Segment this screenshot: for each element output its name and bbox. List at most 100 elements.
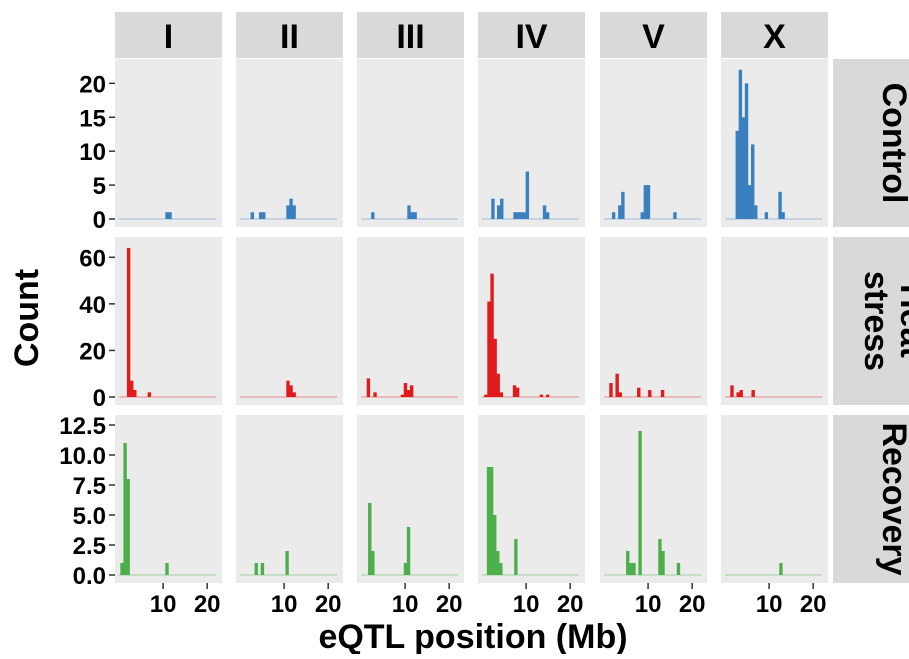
strip-label-II: II [280, 18, 299, 56]
x-tick-label: 20 [315, 591, 342, 618]
y-tick-label: 15 [79, 105, 106, 132]
y-tick-label: 10 [79, 139, 106, 166]
histogram-bar [519, 212, 523, 219]
histogram-bar [406, 390, 411, 397]
strip-bg-X [721, 12, 828, 58]
histogram-bar [484, 394, 488, 397]
histogram-bar [250, 212, 254, 219]
y-tick-label: 10.0 [59, 443, 106, 470]
histogram-bar [123, 443, 127, 575]
histogram-bar [751, 144, 755, 219]
histogram-bar [736, 392, 740, 397]
histogram-bar [496, 373, 500, 397]
histogram-bar [730, 385, 734, 397]
y-tick-label: 0.0 [73, 563, 106, 590]
histogram-bar [400, 394, 405, 397]
histogram-bar [292, 392, 296, 397]
histogram-bar [615, 373, 619, 397]
x-axis-title: eQTL position (Mb) [318, 618, 627, 654]
histogram-bar [629, 563, 633, 575]
strip-label-IV: IV [515, 18, 547, 56]
histogram-bar [499, 563, 503, 575]
histogram-bar [545, 394, 550, 397]
histogram-bar [493, 338, 497, 397]
row-strip-label-heat-stress: stress [857, 271, 895, 371]
y-tick-label: 20 [79, 71, 106, 98]
x-tick-label: 20 [194, 591, 221, 618]
panel-bg-recovery-X [721, 415, 828, 583]
histogram-bar [286, 205, 290, 219]
histogram-bar [407, 205, 411, 219]
histogram-bar [409, 385, 414, 397]
histogram-bar [410, 212, 414, 219]
histogram-bar [621, 191, 625, 219]
x-tick-label: 10 [392, 591, 419, 618]
histogram-bar [285, 551, 289, 575]
histogram-bar [512, 385, 517, 397]
histogram-bar [542, 205, 547, 219]
histogram-bar [515, 387, 520, 397]
strip-bg-V [600, 12, 707, 58]
histogram-bar [500, 198, 504, 219]
histogram-bar [779, 563, 783, 575]
histogram-bar [258, 212, 263, 219]
histogram-bar [632, 563, 636, 575]
x-tick-label: 20 [557, 591, 584, 618]
y-tick-label: 2.5 [73, 533, 106, 560]
x-tick-label: 20 [679, 591, 706, 618]
x-tick-label: 20 [436, 591, 463, 618]
y-tick-label: 12.5 [59, 413, 106, 440]
histogram-bar [739, 390, 743, 397]
histogram-bar [262, 212, 266, 219]
histogram-bar [254, 563, 258, 575]
panel-bg-heat-stress-X [721, 237, 828, 405]
histogram-bar [371, 551, 375, 575]
y-tick-label: 7.5 [73, 473, 106, 500]
row-strip-label-control: Control [875, 83, 909, 204]
x-axes: 10 20 10 20 10 20 10 20 10 20 10 20 [150, 583, 827, 618]
histogram-bar [289, 198, 293, 219]
histogram-bar [165, 563, 169, 575]
panel-bg-control-V [600, 59, 707, 227]
histogram-bar [637, 387, 641, 397]
panel-bg-recovery-I [115, 415, 222, 583]
panel-bg-heat-stress-III [357, 237, 464, 405]
histogram-bar [491, 198, 495, 219]
histogram-bar [133, 390, 137, 397]
histogram-bar [489, 467, 494, 575]
strip-bg-IV [478, 12, 585, 58]
panel-bg-recovery-V [600, 415, 707, 583]
histogram-bar [640, 212, 644, 219]
histogram-bar [658, 539, 662, 575]
histogram-bar [126, 247, 131, 397]
histogram-bar [490, 273, 494, 397]
x-tick-label: 20 [800, 591, 827, 618]
panel-bg-recovery-III [357, 415, 464, 583]
y-tick-label: 5.0 [73, 503, 106, 530]
histogram-bar [643, 185, 648, 219]
histogram-bar [738, 69, 743, 219]
histogram-bar [514, 539, 518, 575]
histogram-bar [120, 563, 124, 575]
histogram-bar [609, 383, 613, 397]
column-strips: I II III IV V X [115, 12, 828, 58]
histogram-bar [126, 479, 130, 575]
histogram-bar [735, 130, 739, 219]
histogram-bar [168, 212, 172, 219]
panel-bg-control-I [115, 59, 222, 227]
y-tick-label: 60 [79, 245, 106, 272]
histogram-bar [611, 212, 616, 219]
y-tick-label: 0 [93, 385, 106, 412]
histogram-bar [676, 563, 681, 575]
histogram-bar [618, 205, 622, 219]
histogram-bar [525, 171, 530, 219]
histogram-bar [648, 390, 652, 397]
histogram-bar [406, 527, 411, 575]
histogram-bar [744, 83, 749, 219]
histogram-bar [516, 212, 520, 219]
histogram-bar [660, 390, 665, 397]
histogram-bar [751, 390, 755, 397]
x-tick-label: 10 [513, 591, 540, 618]
